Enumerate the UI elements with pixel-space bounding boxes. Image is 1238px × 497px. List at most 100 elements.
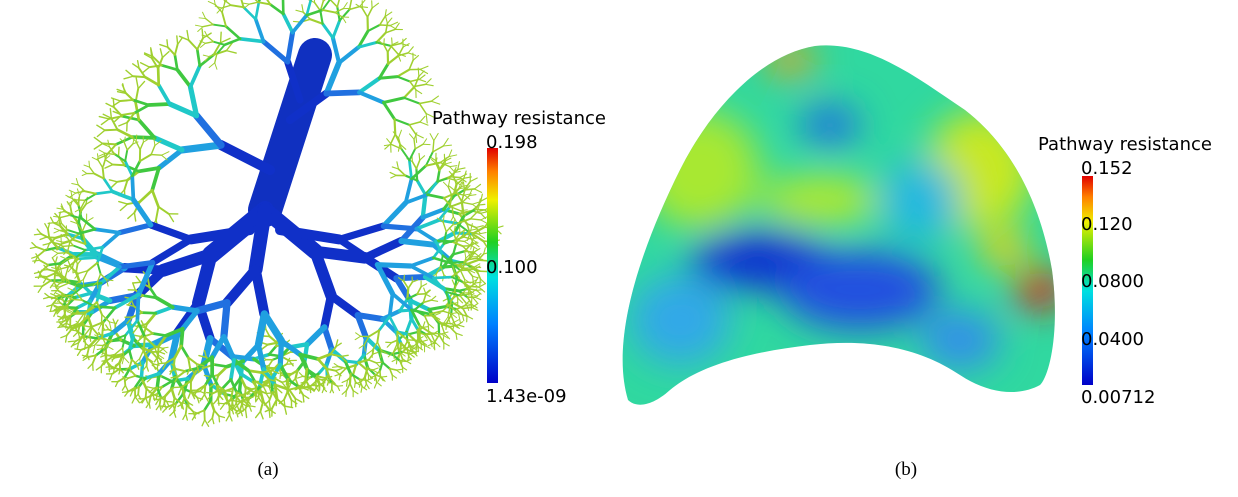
airway-branch <box>470 245 478 250</box>
airway-branch <box>408 133 415 140</box>
airway-branch <box>428 310 444 316</box>
airway-branch <box>357 40 378 49</box>
airway-branch <box>177 370 187 378</box>
airway-branch <box>92 281 99 287</box>
airway-branch <box>451 206 455 218</box>
airway-branch <box>147 221 195 243</box>
airway-branch <box>273 383 279 401</box>
airway-branch <box>238 37 266 44</box>
airway-branch <box>153 305 175 316</box>
airway-branch <box>242 2 250 5</box>
airway-branch <box>66 312 75 319</box>
airway-branch <box>203 349 208 359</box>
airway-branch <box>268 408 271 419</box>
airway-branch <box>440 322 453 325</box>
airway-branch <box>39 232 48 238</box>
airway-tree <box>29 0 504 427</box>
airway-branch <box>132 75 147 79</box>
airway-branch <box>430 295 437 301</box>
airway-branch <box>417 67 420 77</box>
airway-branch <box>353 381 356 388</box>
airway-branch <box>403 192 430 205</box>
airway-branch <box>93 172 105 180</box>
airway-branch <box>84 192 97 202</box>
airway-branch <box>419 115 426 123</box>
airway-branch <box>471 306 479 311</box>
airway-branch <box>142 138 149 143</box>
airway-branch <box>445 224 454 233</box>
airway-branch <box>377 376 382 382</box>
airway-branch <box>448 185 457 192</box>
airway-branch <box>91 354 97 365</box>
airway-branch <box>125 69 134 77</box>
airway-branch <box>207 417 214 424</box>
airway-branch <box>139 358 142 367</box>
airway-branch <box>69 214 83 220</box>
airway-branch <box>67 196 76 201</box>
airway-branch <box>460 190 466 203</box>
airway-branch <box>60 203 65 210</box>
airway-branch <box>415 178 427 197</box>
airway-branch <box>173 410 177 418</box>
airway-branch <box>373 381 378 389</box>
airway-branch <box>471 238 479 244</box>
airway-branch <box>461 314 465 322</box>
airway-branch <box>217 384 220 396</box>
airway-branch <box>460 210 467 217</box>
airway-branch <box>119 138 125 143</box>
airway-branch <box>447 186 453 196</box>
airway-branch <box>325 367 337 372</box>
airway-branch <box>423 332 430 335</box>
airway-branch <box>407 330 419 336</box>
airway-branch <box>457 289 469 299</box>
airway-branch <box>442 303 451 312</box>
airway-branch <box>476 289 483 292</box>
airway-branch <box>53 281 58 290</box>
airway-branch <box>138 188 154 204</box>
airway-branch <box>99 265 122 285</box>
airway-branch <box>203 372 214 387</box>
airway-branch <box>212 41 222 56</box>
airway-branch <box>336 5 341 22</box>
airway-branch <box>230 387 235 400</box>
airway-branch <box>363 335 382 353</box>
airway-branch <box>230 402 237 412</box>
airway-branch <box>257 1 272 6</box>
airway-branch <box>67 340 77 343</box>
colorbar-label: 0.198 <box>486 132 538 153</box>
airway-branch <box>477 232 487 235</box>
airway-branch <box>127 386 136 393</box>
airway-branch <box>114 355 124 359</box>
airway-branch <box>439 155 450 164</box>
airway-branch <box>474 296 482 301</box>
airway-branch <box>86 353 90 361</box>
airway-branch <box>62 208 71 216</box>
airway-branch <box>288 382 292 389</box>
airway-branch <box>192 410 200 415</box>
airway-branch <box>209 334 227 360</box>
airway-branch <box>343 359 353 376</box>
airway-branch <box>81 311 87 324</box>
airway-branch <box>303 381 307 388</box>
airway-branch <box>476 209 485 213</box>
airway-branch <box>286 89 331 124</box>
airway-branch <box>61 303 69 310</box>
airway-branch <box>452 188 466 198</box>
airway-branch <box>46 304 53 308</box>
airway-branch <box>186 404 194 413</box>
airway-branch <box>354 312 369 341</box>
airway-branch <box>384 28 396 34</box>
airway-branch <box>44 292 51 298</box>
airway-branch <box>348 5 361 11</box>
airway-branch <box>473 183 482 190</box>
airway-branch <box>422 321 426 328</box>
airway-branch <box>380 375 388 378</box>
airway-branch <box>260 369 274 374</box>
airway-branch <box>391 166 400 170</box>
airway-branch <box>107 353 116 357</box>
airway-branch <box>239 372 255 384</box>
airway-branch <box>440 333 449 339</box>
airway-branch <box>260 38 291 65</box>
airway-branch <box>433 315 441 320</box>
